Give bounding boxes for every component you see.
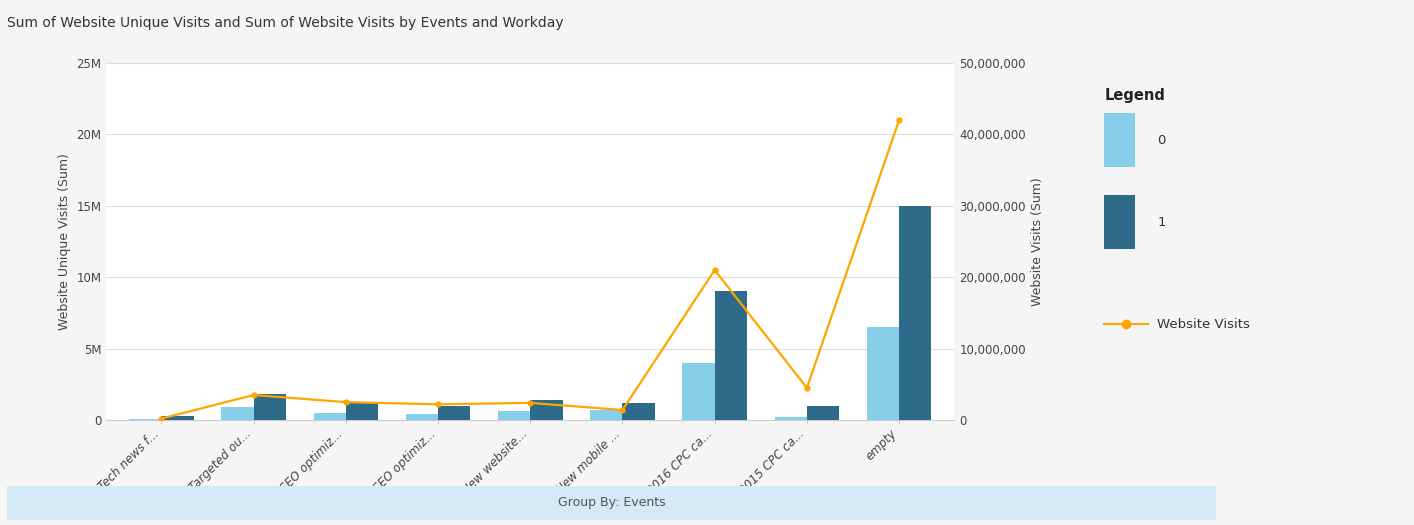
Text: Group By: Events: Group By: Events <box>557 496 666 509</box>
Y-axis label: Website Visits (Sum): Website Visits (Sum) <box>1031 177 1045 306</box>
Bar <box>129 419 161 420</box>
Bar <box>346 403 378 420</box>
Text: 0: 0 <box>1157 134 1165 146</box>
Bar <box>161 416 194 420</box>
Text: 1: 1 <box>1157 216 1165 228</box>
Bar <box>314 413 346 420</box>
Bar <box>622 403 655 420</box>
Bar <box>867 327 899 420</box>
Bar <box>714 291 747 420</box>
Bar <box>406 414 438 420</box>
Bar <box>899 206 932 420</box>
Bar <box>222 407 253 420</box>
Bar <box>498 412 530 420</box>
Bar <box>807 406 839 420</box>
Bar <box>590 410 622 420</box>
Text: Website Visits: Website Visits <box>1157 318 1250 331</box>
Bar <box>530 400 563 420</box>
Y-axis label: Website Unique Visits (Sum): Website Unique Visits (Sum) <box>58 153 71 330</box>
Bar <box>683 363 714 420</box>
Bar <box>775 417 807 420</box>
Text: Legend: Legend <box>1104 88 1165 103</box>
Text: Sum of Website Unique Visits and Sum of Website Visits by Events and Workday: Sum of Website Unique Visits and Sum of … <box>7 16 564 30</box>
Bar <box>438 406 471 420</box>
Bar <box>253 394 286 420</box>
